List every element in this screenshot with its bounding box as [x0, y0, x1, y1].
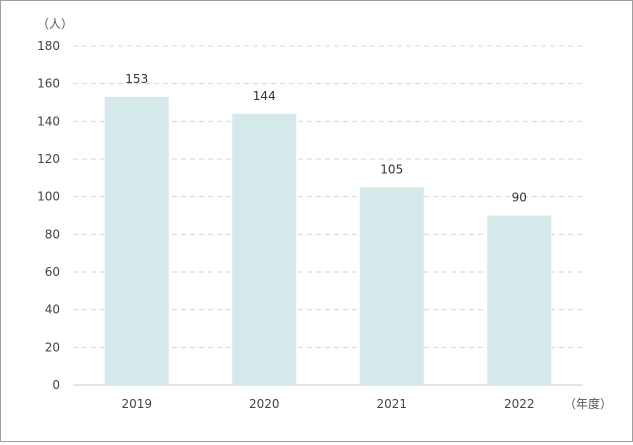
bar-2022	[487, 215, 552, 385]
bar-2020	[232, 113, 297, 386]
y-tick-label: 140	[37, 114, 60, 128]
y-tick-label: 20	[45, 340, 60, 354]
bar-2021	[359, 187, 424, 385]
y-tick-label: 40	[45, 303, 60, 317]
y-tick-label: 100	[37, 190, 60, 204]
data-label: 105	[380, 162, 403, 176]
x-tick-label: 2020	[249, 397, 280, 411]
y-tick-label: 120	[37, 152, 60, 166]
y-axis-unit-label: （人）	[37, 17, 73, 31]
data-label: 90	[512, 191, 527, 205]
y-tick-label: 180	[37, 39, 60, 53]
x-axis-unit-label: （年度）	[564, 396, 612, 411]
y-tick-label: 60	[45, 265, 60, 279]
x-tick-label: 2022	[504, 397, 535, 411]
bar-layer	[104, 96, 552, 386]
y-tick-label: 0	[52, 378, 60, 392]
bar-2019	[104, 96, 169, 385]
data-label: 153	[125, 72, 148, 86]
label-layer: 0 20 40 60 80 100 120 140 160 180 153 2019 144 2020 10…	[37, 39, 534, 411]
x-tick-label: 2019	[121, 397, 152, 411]
y-tick-label: 80	[45, 227, 60, 241]
y-tick-label: 160	[37, 77, 60, 91]
x-tick-label: 2021	[376, 397, 407, 411]
data-label: 144	[253, 89, 276, 103]
